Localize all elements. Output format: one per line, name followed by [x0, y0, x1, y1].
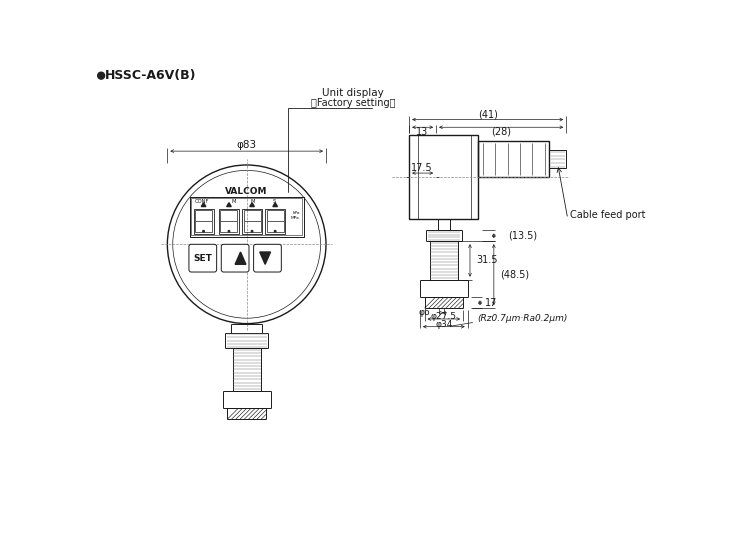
- Text: φ6: φ6: [418, 307, 430, 316]
- Bar: [191, 198, 302, 235]
- Text: (41): (41): [478, 109, 498, 119]
- FancyBboxPatch shape: [253, 244, 282, 272]
- Bar: [242, 209, 262, 234]
- Text: CONF: CONF: [194, 199, 209, 204]
- Polygon shape: [201, 203, 206, 207]
- Bar: [194, 209, 214, 234]
- Text: M: M: [250, 199, 255, 204]
- Text: φ27.5: φ27.5: [431, 312, 457, 321]
- Text: VALCOM: VALCOM: [226, 188, 268, 197]
- Bar: [549, 151, 566, 168]
- Text: MPa: MPa: [291, 216, 299, 220]
- FancyBboxPatch shape: [189, 244, 217, 272]
- Text: (Rz0.7μm·Ra0.2μm): (Rz0.7μm·Ra0.2μm): [477, 315, 567, 324]
- Circle shape: [251, 230, 253, 232]
- Polygon shape: [250, 203, 254, 207]
- Bar: [478, 141, 549, 178]
- Text: φ83: φ83: [237, 140, 257, 150]
- Text: SET: SET: [194, 254, 212, 263]
- Text: Unit display: Unit display: [322, 87, 384, 97]
- Bar: [265, 209, 285, 234]
- FancyBboxPatch shape: [221, 244, 249, 272]
- Bar: [190, 197, 304, 237]
- Bar: [219, 209, 239, 234]
- Circle shape: [228, 230, 230, 232]
- Text: Cable feed port: Cable feed port: [570, 210, 646, 220]
- Polygon shape: [226, 203, 231, 207]
- Polygon shape: [235, 252, 246, 264]
- Text: (48.5): (48.5): [500, 270, 529, 279]
- Circle shape: [274, 230, 276, 232]
- Circle shape: [98, 72, 104, 79]
- Polygon shape: [260, 252, 270, 264]
- Text: S: S: [273, 199, 276, 204]
- Text: M: M: [232, 199, 236, 204]
- Text: 31.5: 31.5: [476, 255, 498, 265]
- Text: （Factory setting）: （Factory setting）: [311, 97, 395, 108]
- Circle shape: [203, 230, 204, 232]
- Text: φ34: φ34: [435, 320, 452, 329]
- Polygon shape: [273, 203, 277, 207]
- Text: (28): (28): [491, 127, 511, 137]
- Text: 13: 13: [416, 127, 428, 137]
- Text: kPa: kPa: [292, 212, 299, 216]
- Bar: [409, 135, 478, 219]
- Text: (13.5): (13.5): [507, 231, 537, 241]
- Text: 17: 17: [486, 298, 498, 308]
- Text: HSSC-A6V(B): HSSC-A6V(B): [105, 69, 196, 82]
- Text: 17.5: 17.5: [411, 163, 433, 172]
